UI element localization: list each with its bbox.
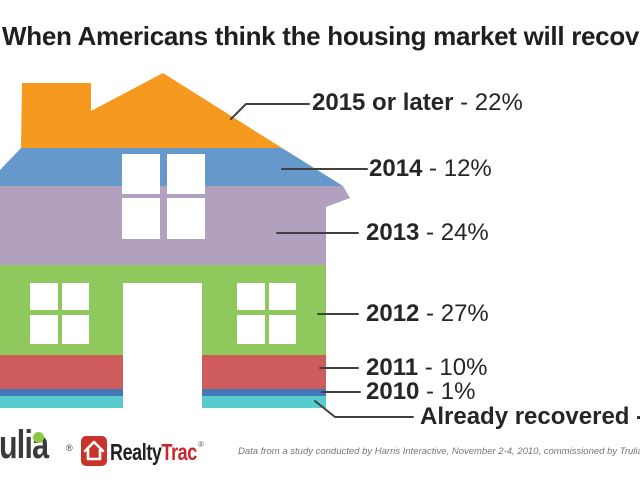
window-pane bbox=[122, 154, 160, 194]
realtytrac-house-icon bbox=[81, 436, 107, 466]
label-year: 2012 bbox=[366, 300, 420, 327]
label-year: Already recovered - bbox=[420, 403, 640, 430]
trulia-logo-text: ulia bbox=[0, 423, 49, 467]
realtytrac-registered-mark: ® bbox=[198, 440, 204, 449]
label-2014: 2014 - 12% bbox=[369, 157, 492, 181]
leader-line-2015 bbox=[230, 103, 310, 120]
label-percent: - 27% bbox=[419, 300, 489, 327]
window-pane bbox=[269, 283, 296, 310]
label-2015-or-later: 2015 or later - 22% bbox=[312, 91, 523, 115]
leader-line-already-recovered bbox=[314, 400, 414, 418]
realtytrac-realty: Realty bbox=[110, 439, 162, 465]
label-percent: - 24% bbox=[419, 219, 489, 246]
label-year: 2010 bbox=[366, 378, 420, 405]
page-title: When Americans think the housing market … bbox=[2, 21, 640, 51]
window-pane bbox=[237, 283, 265, 310]
label-2011: 2011 - 10% bbox=[366, 356, 487, 380]
upper-window bbox=[122, 154, 205, 239]
window-pane bbox=[30, 283, 58, 310]
window-pane bbox=[237, 315, 265, 344]
realtytrac-logo-text: RealtyTrac bbox=[110, 440, 197, 464]
label-year: 2011 bbox=[366, 354, 419, 381]
label-year: 2014 bbox=[369, 155, 423, 182]
realtytrac-trac: Trac bbox=[161, 439, 198, 465]
leader-lines bbox=[230, 103, 414, 418]
window-pane bbox=[62, 283, 89, 310]
label-year: 2013 bbox=[366, 219, 420, 246]
window-pane bbox=[62, 315, 89, 344]
window-pane bbox=[167, 198, 205, 239]
label-2010: 2010 - 1% bbox=[366, 380, 475, 404]
window-pane bbox=[269, 315, 296, 344]
label-already-recovered: Already recovered - bbox=[420, 405, 640, 429]
label-2012: 2012 - 27% bbox=[366, 302, 489, 326]
trulia-registered-mark: ® bbox=[66, 443, 73, 453]
trulia-green-dot-icon bbox=[33, 432, 44, 443]
data-source-disclaimer: Data from a study conducted by Harris In… bbox=[238, 446, 640, 457]
label-percent: - 1% bbox=[419, 378, 476, 405]
left-window bbox=[30, 283, 89, 344]
label-percent: - 22% bbox=[453, 89, 523, 116]
band-2015-roof bbox=[21, 73, 282, 148]
right-window bbox=[237, 283, 296, 344]
label-year: 2015 or later bbox=[312, 89, 454, 116]
window-pane bbox=[30, 315, 58, 344]
label-percent: - 12% bbox=[422, 155, 492, 182]
window-pane bbox=[167, 154, 205, 194]
house-outline-icon bbox=[83, 440, 105, 461]
door bbox=[123, 283, 202, 408]
trulia-logo: ulia bbox=[0, 425, 64, 467]
label-2013: 2013 - 24% bbox=[366, 221, 489, 245]
window-pane bbox=[122, 198, 160, 239]
label-percent: - 10% bbox=[418, 354, 488, 381]
